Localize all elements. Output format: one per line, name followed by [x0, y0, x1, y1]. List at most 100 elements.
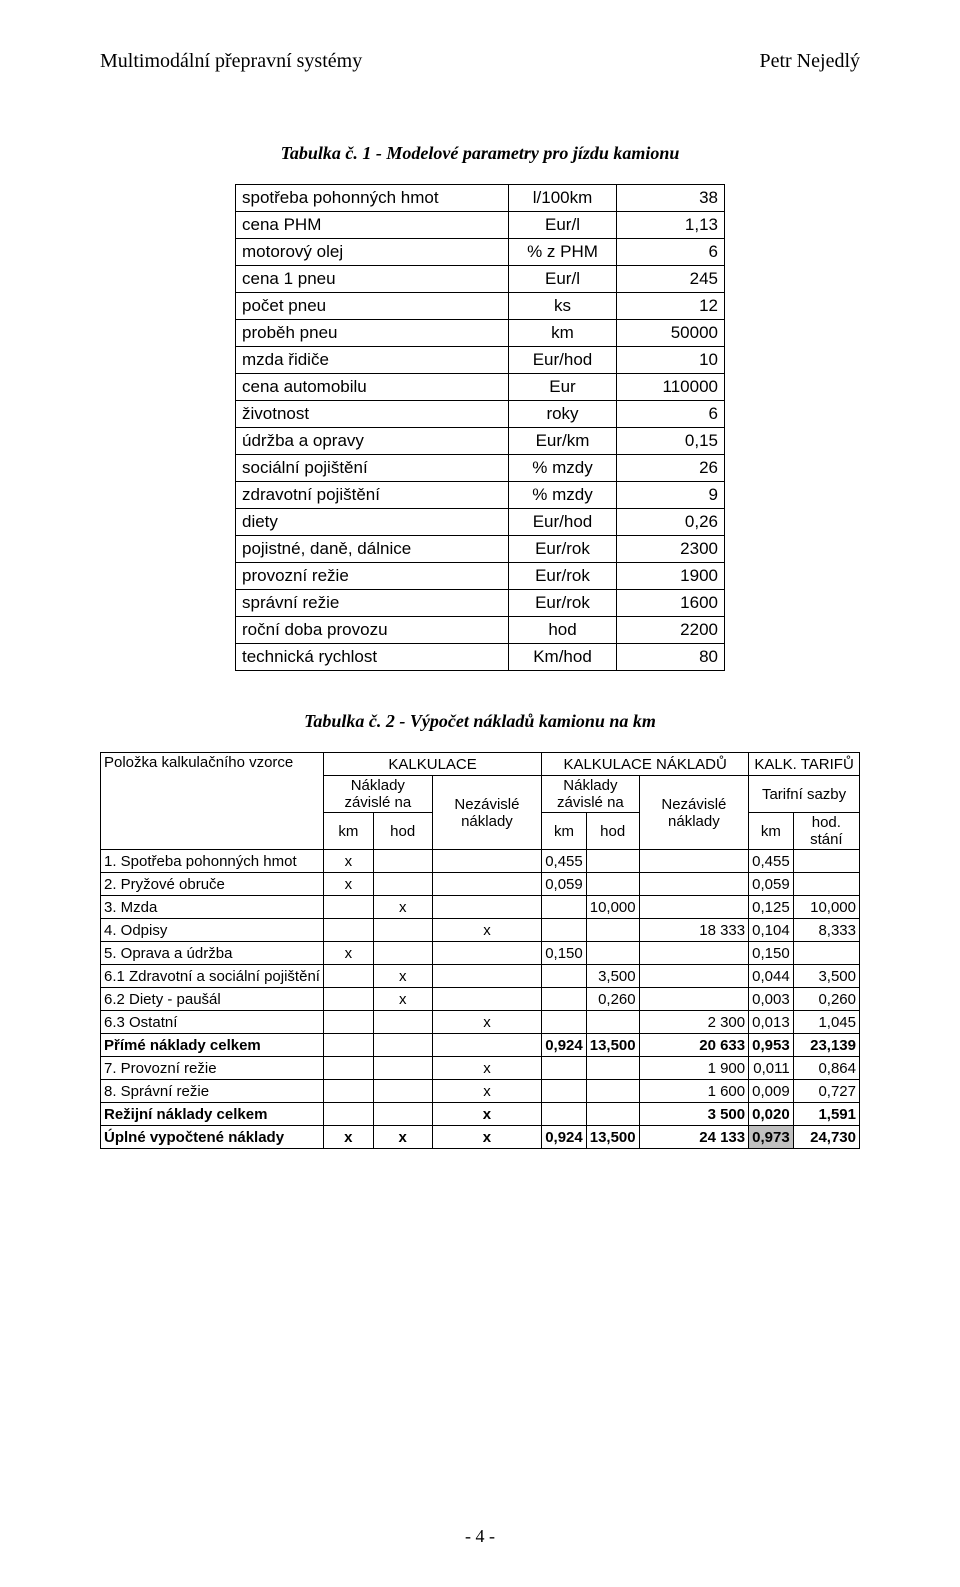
param-label: životnost [236, 401, 509, 428]
param-unit: Eur/rok [509, 563, 617, 590]
table-row: údržba a opravyEur/km0,15 [236, 428, 725, 455]
cell-nhod [586, 1103, 639, 1126]
cell-nnez [639, 850, 749, 873]
table-row: 8. Správní režiex1 6000,0090,727 [101, 1080, 860, 1103]
cell-km [323, 1057, 373, 1080]
cell-thod: 1,045 [793, 1011, 859, 1034]
cell-nkm [542, 1011, 587, 1034]
param-label: spotřeba pohonných hmot [236, 185, 509, 212]
cell-km [323, 1103, 373, 1126]
cell-hod [373, 1011, 432, 1034]
cell-hod [373, 1034, 432, 1057]
cell-nnez [639, 896, 749, 919]
cell-thod: 10,000 [793, 896, 859, 919]
param-unit: Eur/l [509, 266, 617, 293]
cell-thod: 1,591 [793, 1103, 859, 1126]
param-unit: Eur/km [509, 428, 617, 455]
cell-hod: x [373, 896, 432, 919]
cell-nhod: 3,500 [586, 965, 639, 988]
cell-nhod [586, 1057, 639, 1080]
cell-nez [432, 873, 542, 896]
param-unit: % z PHM [509, 239, 617, 266]
cell-thod: 0,864 [793, 1057, 859, 1080]
cell-km: x [323, 850, 373, 873]
cell-nhod [586, 1011, 639, 1034]
param-unit: Eur [509, 374, 617, 401]
page-header: Multimodální přepravní systémy Petr Neje… [100, 50, 860, 73]
param-label: správní režie [236, 590, 509, 617]
cell-hod [373, 850, 432, 873]
cell-hod [373, 1103, 432, 1126]
cell-hod: x [373, 1126, 432, 1149]
cost-label: 6.1 Zdravotní a sociální pojištění [101, 965, 324, 988]
cell-thod: 8,333 [793, 919, 859, 942]
t2-head-tkm: km [749, 813, 794, 850]
cell-km [323, 896, 373, 919]
param-label: cena 1 pneu [236, 266, 509, 293]
cell-nkm: 0,150 [542, 942, 587, 965]
table-row: proběh pneukm50000 [236, 320, 725, 347]
table-row: cena PHMEur/l1,13 [236, 212, 725, 239]
cell-thod: 24,730 [793, 1126, 859, 1149]
table-row: dietyEur/hod0,26 [236, 509, 725, 536]
table-row: cena automobiluEur110000 [236, 374, 725, 401]
param-label: technická rychlost [236, 644, 509, 671]
cell-hod [373, 1080, 432, 1103]
cell-nnez: 1 900 [639, 1057, 749, 1080]
cell-hod: x [373, 965, 432, 988]
cell-nez: x [432, 1103, 542, 1126]
cost-label: 8. Správní režie [101, 1080, 324, 1103]
param-label: roční doba provozu [236, 617, 509, 644]
param-label: sociální pojištění [236, 455, 509, 482]
cost-label: Režijní náklady celkem [101, 1103, 324, 1126]
t2-head-nezavisle: Nezávislé náklady [432, 776, 542, 850]
param-label: mzda řidiče [236, 347, 509, 374]
table-row: 5. Oprava a údržbax0,1500,150 [101, 942, 860, 965]
table-row: 4. Odpisyx18 3330,1048,333 [101, 919, 860, 942]
param-value: 10 [617, 347, 725, 374]
table2-title: Tabulka č. 2 - Výpočet nákladů kamionu n… [100, 711, 860, 732]
cell-nhod: 13,500 [586, 1034, 639, 1057]
table-row: životnostroky6 [236, 401, 725, 428]
cell-nhod [586, 850, 639, 873]
cell-nhod [586, 1080, 639, 1103]
cell-thod: 23,139 [793, 1034, 859, 1057]
table1-title: Tabulka č. 1 - Modelové parametry pro jí… [100, 143, 860, 164]
page: Multimodální přepravní systémy Petr Neje… [0, 0, 960, 1587]
param-label: motorový olej [236, 239, 509, 266]
cell-nez: x [432, 1080, 542, 1103]
param-value: 6 [617, 401, 725, 428]
cell-hod: x [373, 988, 432, 1011]
cost-label: Přímé náklady celkem [101, 1034, 324, 1057]
cell-km: x [323, 873, 373, 896]
cell-nnez [639, 988, 749, 1011]
param-value: 9 [617, 482, 725, 509]
param-value: 110000 [617, 374, 725, 401]
t2-head-km2: km [542, 813, 587, 850]
cell-tkm: 0,059 [749, 873, 794, 896]
table-row: správní režieEur/rok1600 [236, 590, 725, 617]
cell-nkm [542, 1057, 587, 1080]
cell-nnez: 24 133 [639, 1126, 749, 1149]
cell-nez [432, 988, 542, 1011]
table-row: spotřeba pohonných hmotl/100km38 [236, 185, 725, 212]
param-value: 12 [617, 293, 725, 320]
param-unit: Eur/hod [509, 509, 617, 536]
table-row: mzda řidičeEur/hod10 [236, 347, 725, 374]
table-row: roční doba provozuhod2200 [236, 617, 725, 644]
param-label: proběh pneu [236, 320, 509, 347]
table-row: motorový olej% z PHM6 [236, 239, 725, 266]
cell-nnez [639, 873, 749, 896]
cell-nhod [586, 942, 639, 965]
cell-nez: x [432, 1011, 542, 1034]
cell-km [323, 988, 373, 1011]
param-value: 1,13 [617, 212, 725, 239]
cell-nhod: 10,000 [586, 896, 639, 919]
cell-km [323, 1080, 373, 1103]
cell-nnez: 3 500 [639, 1103, 749, 1126]
param-value: 6 [617, 239, 725, 266]
param-label: diety [236, 509, 509, 536]
cost-label: 3. Mzda [101, 896, 324, 919]
param-value: 26 [617, 455, 725, 482]
t2-head-zavisle-na: závislé na [545, 794, 635, 811]
